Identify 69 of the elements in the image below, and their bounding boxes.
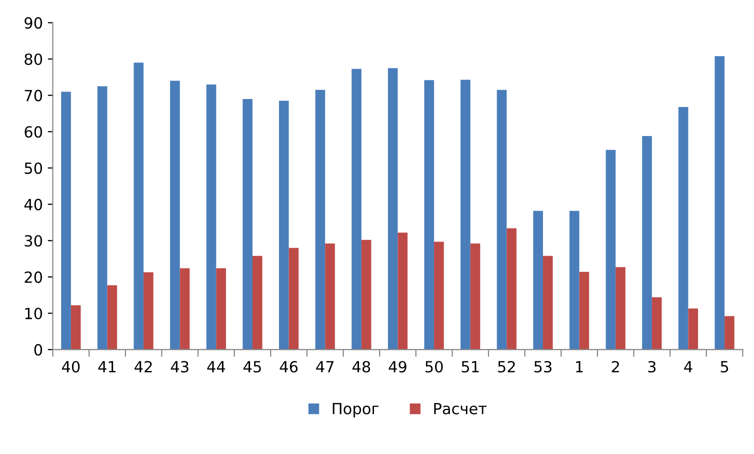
x-tick-label: 52 (498, 360, 515, 373)
y-tick-label: 10 (25, 308, 42, 320)
x-tick-label: 41 (98, 361, 116, 372)
bar (714, 56, 725, 350)
y-tick-label: 90 (24, 17, 42, 29)
bar (279, 100, 289, 350)
bar (61, 92, 71, 350)
bar (434, 242, 444, 350)
x-tick-label: 42 (134, 360, 152, 372)
bar (533, 210, 543, 350)
bar (606, 150, 616, 350)
bar (506, 228, 516, 350)
y-tick-label: 50 (24, 162, 42, 174)
x-tick-label: 50 (426, 360, 443, 373)
y-tick-label: 60 (24, 126, 42, 138)
bar (70, 305, 81, 350)
legend-label: Порог (332, 403, 379, 418)
bar (424, 80, 434, 350)
y-tick-label: 20 (24, 271, 42, 283)
x-tick-label: 47 (316, 361, 334, 372)
x-tick-label: 43 (170, 360, 188, 373)
bar (325, 244, 335, 350)
bar (616, 267, 626, 350)
x-tick-label: 44 (207, 361, 226, 372)
bar (134, 62, 144, 350)
bar (242, 98, 252, 350)
x-tick-label: 1 (576, 361, 583, 372)
bar (206, 84, 216, 350)
bar (170, 80, 180, 350)
x-tick-label: 3 (648, 360, 656, 373)
bar (97, 86, 108, 350)
x-tick-label: 51 (462, 361, 479, 373)
x-tick-label: 40 (62, 360, 80, 373)
x-tick-label: 53 (534, 360, 552, 373)
bar (496, 90, 507, 350)
bar (642, 136, 652, 350)
y-tick-label: 40 (24, 198, 42, 210)
bar (144, 272, 154, 350)
bar (542, 256, 553, 350)
bar (398, 232, 408, 350)
x-tick-label: 48 (352, 360, 370, 373)
x-tick-label: 5 (720, 361, 728, 373)
bar (252, 256, 262, 350)
bar (688, 308, 698, 350)
bar (352, 68, 362, 350)
bar (579, 272, 590, 350)
bar (652, 297, 662, 350)
x-tick-label: 45 (244, 361, 261, 373)
bar (470, 244, 480, 350)
bar (288, 248, 299, 350)
y-tick-label: 30 (24, 235, 42, 247)
x-tick-label: 46 (280, 360, 298, 373)
x-tick-label: 2 (612, 360, 619, 372)
bar (107, 285, 118, 350)
bar (460, 80, 470, 350)
bar (569, 210, 580, 350)
y-tick-label: 70 (24, 90, 42, 102)
legend-label: Расчет (434, 403, 487, 414)
bar (678, 106, 688, 350)
x-tick-label: 4 (684, 361, 692, 372)
bar (724, 316, 734, 350)
y-tick-label: 0 (34, 344, 42, 356)
bar (388, 68, 398, 350)
x-tick-label: 49 (388, 360, 406, 373)
bar (315, 90, 326, 350)
bar (180, 268, 190, 350)
bar (216, 268, 226, 350)
y-tick-label: 80 (24, 53, 42, 66)
bar (361, 240, 372, 350)
